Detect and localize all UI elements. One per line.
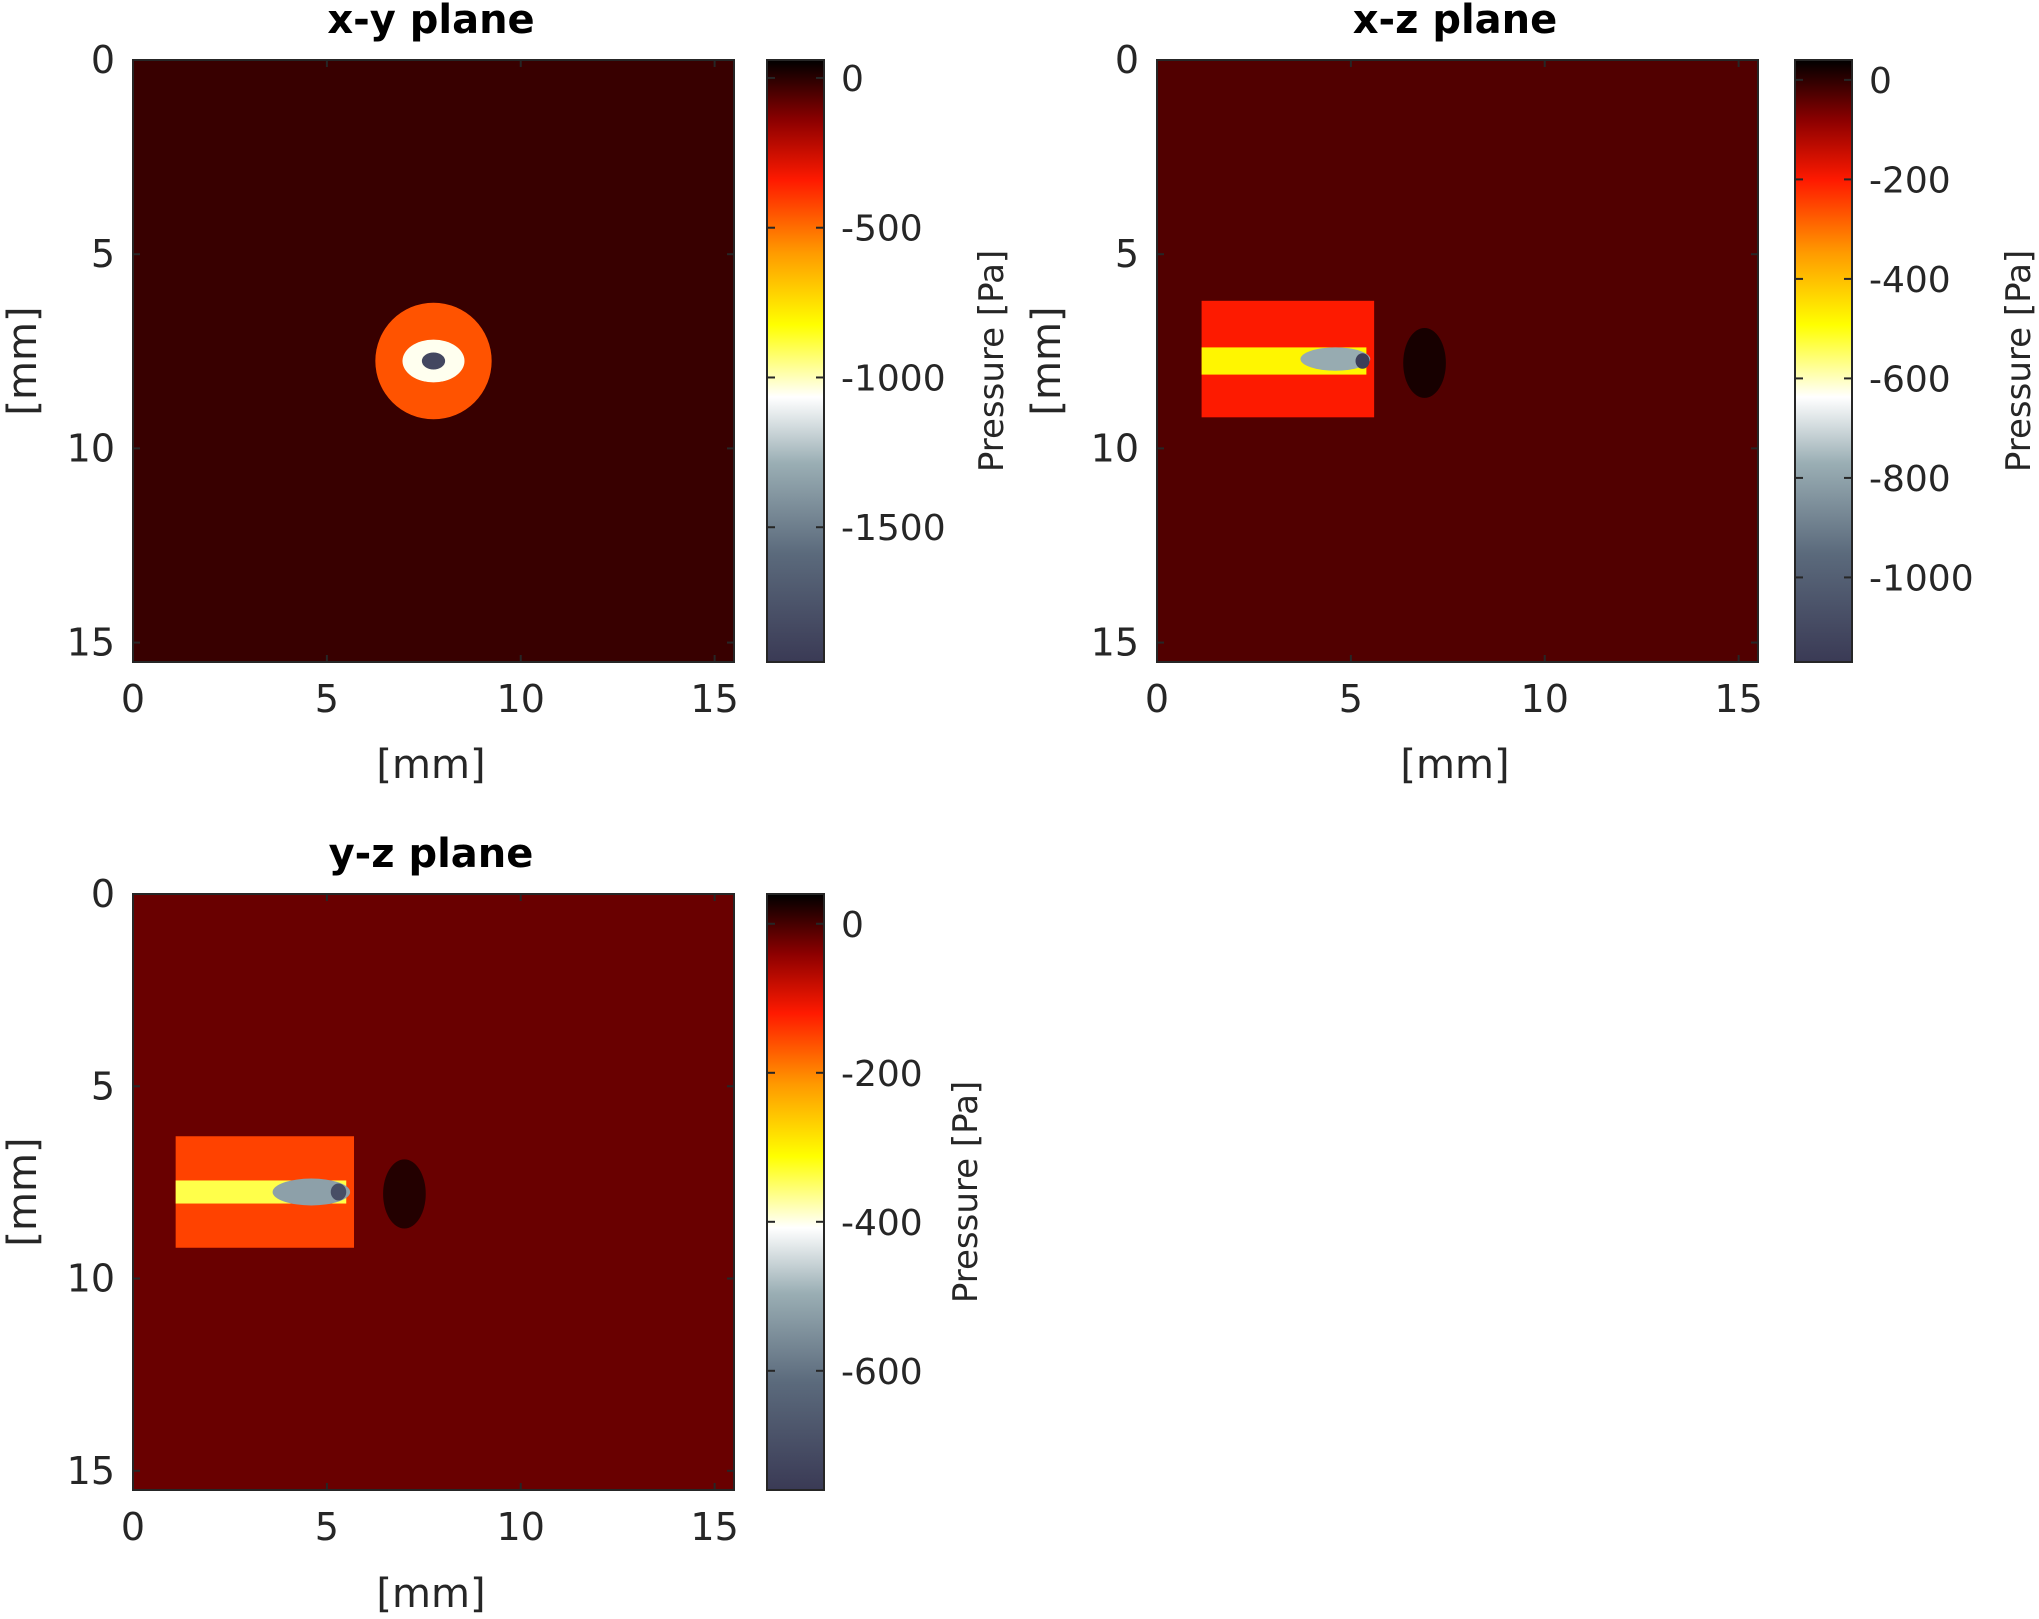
heatmap-region	[383, 1159, 426, 1229]
colorbar-tick-label: -1000	[841, 358, 946, 399]
colorbar-label: Pressure [Pa]	[946, 1081, 986, 1303]
x-axis-label: [mm]	[1400, 742, 1509, 788]
heatmap-region	[1403, 327, 1446, 398]
heatmap-region	[330, 1183, 347, 1201]
colorbar: 0 -500 -1000 -1500 Pressure [Pa]	[766, 59, 1012, 663]
colorbar-label: Pressure [Pa]	[1999, 250, 2039, 472]
y-axis-label: [mm]	[0, 306, 46, 415]
x-tick-label: 10	[1521, 677, 1569, 721]
colorbar-tick-label: -1500	[841, 508, 946, 549]
heatmap-image	[1157, 60, 1758, 662]
y-tick-label: 10	[67, 1257, 115, 1301]
x-tick-label: 5	[315, 677, 339, 721]
x-tick-label: 5	[315, 1505, 339, 1549]
x-tick-label: 0	[121, 1505, 145, 1549]
heatmap-region	[421, 352, 446, 370]
y-tick-label: 15	[67, 621, 115, 665]
y-tick-label: 10	[67, 426, 115, 470]
colorbar-ticks: 0 -500 -1000 -1500	[767, 59, 946, 549]
plot-frame	[132, 59, 735, 663]
colorbar: 0 -200 -400 -600 -800 -1000 Pressure [Pa]	[1794, 59, 2039, 663]
colorbar-tick-label: 0	[841, 59, 864, 100]
y-axis-label: [mm]	[1024, 306, 1070, 415]
heatmap-image	[133, 60, 734, 662]
heatmap-region	[1300, 347, 1371, 371]
colorbar-tick-label: 0	[841, 905, 864, 946]
x-axis-label: [mm]	[376, 742, 485, 788]
y-tick-label: 5	[1115, 232, 1139, 276]
colorbar-gradient	[1794, 59, 1853, 663]
y-tick-label: 0	[91, 872, 115, 916]
x-tick-label: 15	[1714, 677, 1762, 721]
x-axis-label: [mm]	[376, 1571, 485, 1617]
heatmap-area	[1157, 60, 1758, 662]
colorbar-gradient	[766, 893, 825, 1491]
colorbar-tick-label: -600	[1869, 359, 1951, 400]
x-tick-label: 0	[1145, 677, 1169, 721]
y-tick-label: 5	[91, 232, 115, 276]
heatmap-region	[1355, 353, 1370, 369]
colorbar-ticks: 0 -200 -400 -600 -800 -1000	[1795, 61, 1974, 599]
colorbar-tick-label: -400	[841, 1203, 923, 1244]
heatmap-region	[272, 1178, 351, 1206]
y-tick-label: 15	[1091, 621, 1139, 665]
colorbar-tick-label: -400	[1869, 260, 1951, 301]
x-tick-label: 15	[690, 1505, 738, 1549]
y-tick-label: 0	[1115, 38, 1139, 82]
colorbar-gradient	[766, 59, 825, 663]
colorbar-tick-label: -200	[1869, 160, 1951, 201]
chart-title: x-y plane	[327, 0, 534, 43]
heatmap-area	[133, 60, 734, 662]
colorbar-tick-label: -200	[841, 1054, 923, 1095]
colorbar-tick-label: 0	[1869, 61, 1892, 102]
heatmap-area	[133, 894, 734, 1490]
y-tick-label: 10	[1091, 426, 1139, 470]
colorbar-tick-label: -800	[1869, 459, 1951, 500]
x-tick-label: 0	[121, 677, 145, 721]
chart-title: x-z plane	[1353, 0, 1558, 43]
x-tick-label: 10	[497, 677, 545, 721]
x-tick-label: 5	[1339, 677, 1363, 721]
x-tick-label: 10	[497, 1505, 545, 1549]
x-tick-label: 15	[690, 677, 738, 721]
colorbar-tick-label: -1000	[1869, 558, 1974, 599]
y-axis-label: [mm]	[0, 1137, 46, 1246]
chart-title: y-z plane	[329, 831, 534, 877]
colorbar-tick-label: -600	[841, 1352, 923, 1393]
colorbar-label: Pressure [Pa]	[972, 250, 1012, 472]
colorbar-ticks: 0 -200 -400 -600	[767, 905, 923, 1393]
plot-frame	[1156, 59, 1759, 663]
colorbar-tick-label: -500	[841, 209, 923, 250]
y-tick-label: 15	[67, 1449, 115, 1493]
plot-frame	[132, 893, 735, 1491]
y-tick-label: 5	[91, 1064, 115, 1108]
heatmap-image	[133, 894, 734, 1490]
colorbar: 0 -200 -400 -600 Pressure [Pa]	[766, 893, 986, 1491]
y-tick-label: 0	[91, 38, 115, 82]
